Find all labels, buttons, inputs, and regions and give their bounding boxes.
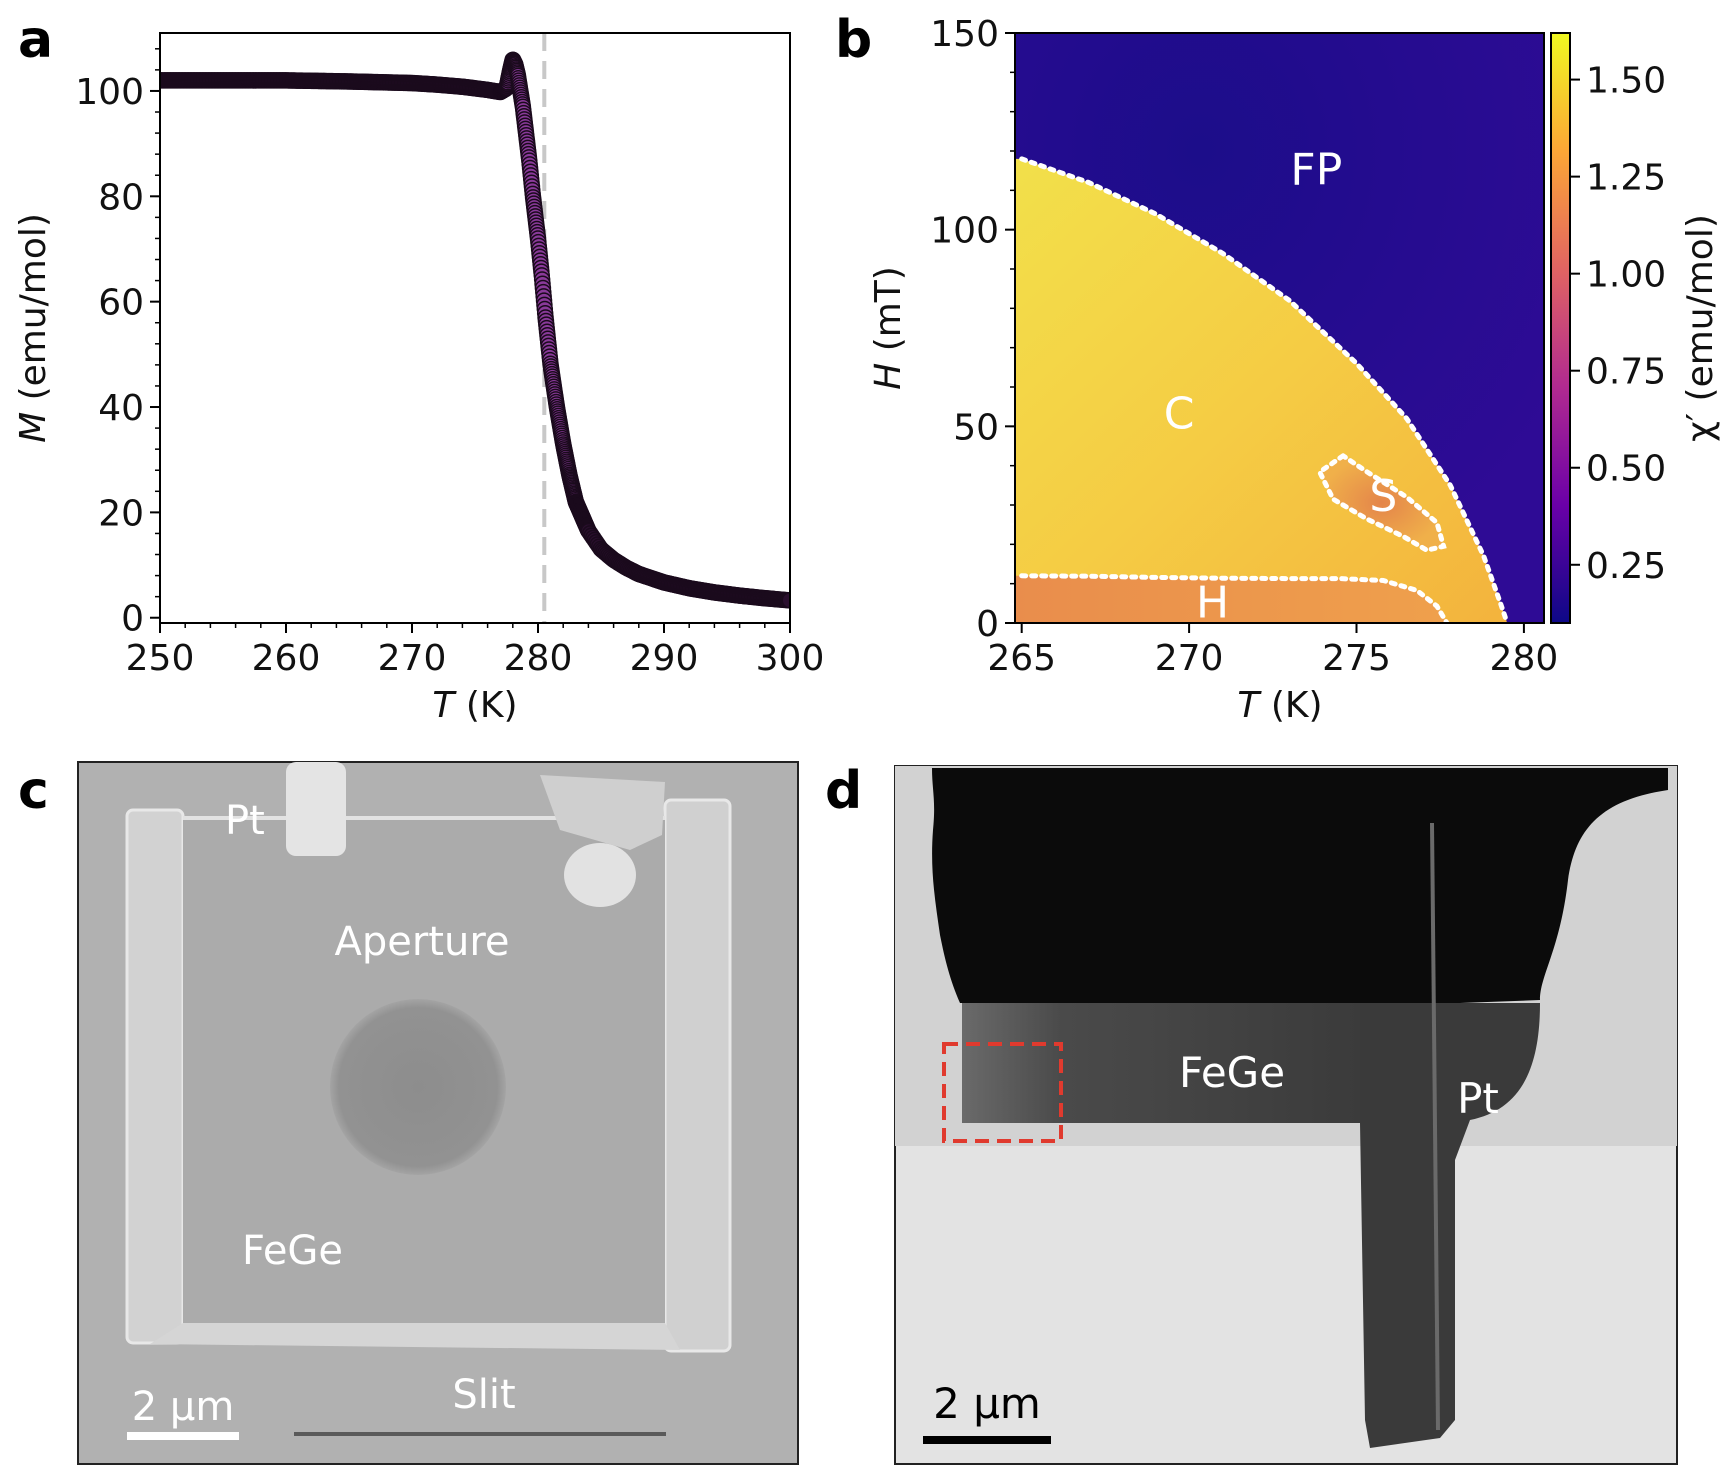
- region-label: S: [1369, 471, 1397, 522]
- y-tick-label: 50: [953, 407, 999, 448]
- pt-weld-left: [286, 762, 346, 856]
- phase-boundary-line: [1019, 156, 1510, 623]
- y-axis-ticks: 0 50 100 150: [930, 14, 1015, 645]
- label-pt: Pt: [1457, 1074, 1499, 1123]
- axes-frame: [159, 32, 791, 624]
- x-tick-label: 280: [504, 638, 573, 679]
- panel-c-sem-image: Pt Aperture FeGe Slit 2 μm: [77, 761, 799, 1465]
- pt-residue: [540, 775, 665, 850]
- label-pt: Pt: [225, 798, 265, 844]
- y-tick-label: 80: [98, 177, 144, 218]
- pt-weld-right: [564, 843, 636, 907]
- scale-bar-label: 2 μm: [132, 1384, 235, 1430]
- x-tick-label: 260: [252, 638, 321, 679]
- x-axis-label: T (K): [432, 685, 517, 726]
- colorbar-tick-label: 1.00: [1586, 255, 1666, 296]
- panel-a-chart: 250 260 270 280 290 300 0 20 40 60 80 100 T (K) M …: [13, 32, 825, 726]
- x-tick-label: 270: [378, 638, 447, 679]
- region-label: FP: [1290, 145, 1342, 196]
- heatmap-skyrmion-region: [1319, 455, 1444, 551]
- x-axis-label: T (K): [1237, 685, 1322, 726]
- lamella-left-rim: [125, 808, 185, 1345]
- panel-letter-b: b: [835, 10, 872, 70]
- y-axis-label: M (emu/mol): [13, 213, 54, 443]
- y-axis-label: H (mT): [868, 266, 909, 390]
- x-tick-label: 300: [756, 638, 825, 679]
- label-fege: FeGe: [242, 1228, 343, 1274]
- x-tick-label: 265: [987, 638, 1056, 679]
- pt-pillar-edge: [1430, 822, 1440, 1431]
- x-tick-label: 280: [1490, 638, 1559, 679]
- panel-d-tem-image: FeGe Pt 2 μm: [894, 765, 1678, 1465]
- region-of-interest-box: [942, 1042, 1063, 1143]
- axes-frame: [1014, 32, 1545, 624]
- pt-pillar: [1360, 1003, 1540, 1448]
- y-tick-label: 150: [930, 14, 999, 55]
- region-labels: FP C S H: [1164, 145, 1398, 629]
- phase-boundary-line: [1316, 453, 1447, 553]
- colorbar-ticks: 0.25 0.50 0.75 1.00 1.25 1.50: [1570, 61, 1666, 587]
- label-slit: Slit: [452, 1372, 515, 1418]
- y-tick-label: 20: [98, 493, 144, 534]
- y-tick-label: 0: [976, 604, 999, 645]
- scale-bar: [923, 1436, 1051, 1444]
- lamella-bottom-edge: [150, 1323, 680, 1350]
- region-label: H: [1196, 577, 1229, 628]
- y-tick-label: 100: [75, 72, 144, 113]
- phase-boundaries: [1019, 156, 1510, 623]
- label-aperture: Aperture: [334, 919, 509, 965]
- lamella-right-rim: [663, 798, 732, 1353]
- y-tick-label: 40: [98, 388, 144, 429]
- colorbar: [1550, 32, 1571, 624]
- scale-bar-label: 2 μm: [933, 1379, 1041, 1428]
- data-points: [160, 51, 790, 609]
- colorbar-tick-label: 1.50: [1586, 61, 1666, 102]
- aperture-hole: [330, 999, 506, 1175]
- y-tick-label: 100: [930, 211, 999, 252]
- heatmap-image: [1015, 33, 1544, 623]
- x-tick-label: 290: [630, 638, 699, 679]
- colorbar-tick-label: 0.75: [1586, 352, 1666, 393]
- panel-letter-d: d: [825, 761, 862, 821]
- scale-bar: [127, 1432, 239, 1440]
- phase-boundary-line: [1019, 573, 1450, 623]
- colorbar-tick-label: 0.50: [1586, 449, 1666, 490]
- x-tick-label: 250: [126, 638, 195, 679]
- fege-lamella: [962, 1003, 1360, 1123]
- protective-cap: [932, 768, 1668, 1003]
- x-axis-ticks: 265 270 275 280: [987, 623, 1558, 679]
- panel-b-chart: FP C S H 265 270 275 280 0 50 100 150 T (K) H (mT…: [868, 14, 1721, 726]
- x-tick-label: 270: [1155, 638, 1224, 679]
- x-axis-ticks: 250 260 270 280 290 300: [126, 623, 825, 679]
- region-label: C: [1164, 389, 1195, 440]
- colorbar-label: χ′ (emu/mol): [1680, 214, 1721, 442]
- colorbar-tick-label: 0.25: [1586, 546, 1666, 587]
- panel-letter-a: a: [18, 10, 53, 70]
- panel-letter-c: c: [18, 761, 49, 821]
- y-tick-label: 60: [98, 283, 144, 324]
- colorbar-tick-label: 1.25: [1586, 158, 1666, 199]
- y-axis-ticks: 0 20 40 60 80 100: [75, 48, 160, 640]
- x-tick-label: 275: [1322, 638, 1391, 679]
- heatmap-helical-region: [1015, 575, 1447, 623]
- y-tick-label: 0: [121, 599, 144, 640]
- label-fege: FeGe: [1179, 1048, 1285, 1097]
